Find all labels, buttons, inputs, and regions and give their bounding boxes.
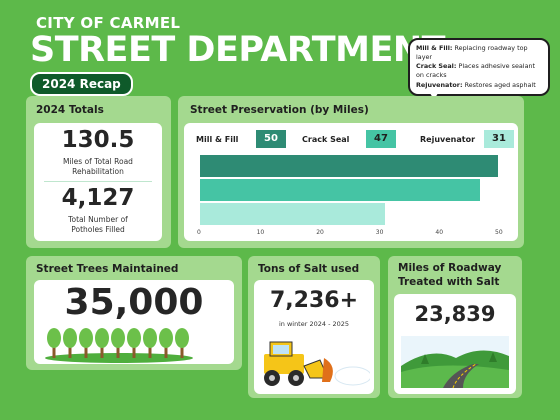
- road-landscape-illustration: [401, 336, 509, 388]
- tree-trunk: [180, 344, 184, 358]
- preservation-title: Street Preservation (by Miles): [190, 104, 369, 116]
- tree-row-illustration: [45, 328, 193, 363]
- snowplow-illustration: [264, 341, 370, 386]
- tree-crown: [127, 328, 141, 348]
- preservation-panel: Street Preservation (by Miles) Mill & Fi…: [178, 96, 524, 248]
- tree-trunk: [164, 344, 168, 358]
- tree-trunk: [148, 344, 152, 358]
- bar-0: [200, 155, 498, 177]
- salt-sub: in winter 2024 - 2025: [278, 320, 350, 328]
- recap-badge: 2024 Recap: [30, 72, 133, 96]
- miles-value: 130.5: [61, 127, 135, 153]
- legend-value-2: 31: [484, 130, 514, 148]
- tree-crown: [63, 328, 77, 348]
- trees-panel: Street Trees Maintained 35,000: [26, 256, 242, 370]
- potholes-label-2: Potholes Filled: [71, 225, 125, 234]
- tree-crown: [175, 328, 189, 348]
- tree-crown: [111, 328, 125, 348]
- page-title: STREET DEPARTMENT: [30, 30, 446, 70]
- x-tick-1: 10: [256, 229, 265, 236]
- definitions-bubble: Mill & Fill: Replacing roadway top layer…: [408, 38, 550, 96]
- miles-label-2: Rehabilitation: [72, 167, 124, 176]
- x-tick-4: 40: [435, 229, 444, 236]
- totals-panel: 2024 Totals 130.5 Miles of Total Road Re…: [26, 96, 171, 248]
- trees-value: 35,000: [64, 282, 204, 323]
- salt-title: Tons of Salt used: [258, 263, 360, 275]
- salt-card: 7,236+ in winter 2024 - 2025: [254, 280, 374, 394]
- tree-trunk: [68, 344, 72, 358]
- bar-2: [200, 203, 385, 225]
- tree-crown: [143, 328, 157, 348]
- tree-trunk: [84, 344, 88, 358]
- legend-label-0: Mill & Fill: [196, 135, 239, 144]
- totals-divider: [44, 181, 152, 182]
- tree-crown: [47, 328, 61, 348]
- legend-value-1: 47: [366, 130, 396, 148]
- roadway-title-2: Treated with Salt: [398, 276, 500, 288]
- city-name: CITY OF CARMEL: [36, 14, 181, 32]
- roadway-value: 23,839: [414, 302, 496, 326]
- definition-rejuvenator: Rejuvenator: Restores aged asphalt: [416, 80, 536, 89]
- potholes-label-1: Total Number of: [68, 215, 128, 224]
- tree-trunk: [100, 344, 104, 358]
- tree-trunk: [116, 344, 120, 358]
- roadway-panel: Miles of Roadway Treated with Salt 23,83…: [388, 256, 522, 398]
- roadway-title-1: Miles of Roadway: [398, 262, 502, 274]
- definition-mill-fill: Mill & Fill: Replacing roadway top layer: [416, 44, 528, 61]
- x-tick-2: 20: [316, 229, 324, 236]
- tree-trunk: [132, 344, 136, 358]
- tree-trunk: [52, 344, 56, 358]
- legend-label-2: Rejuvenator: [420, 135, 476, 144]
- tree-crown: [79, 328, 93, 348]
- potholes-value: 4,127: [61, 185, 135, 211]
- trees-card: 35,000: [34, 280, 234, 364]
- tree-crown: [95, 328, 109, 348]
- salt-value: 7,236+: [269, 288, 359, 313]
- salt-panel: Tons of Salt used 7,236+ in winter 2024 …: [248, 256, 380, 398]
- tree-crown: [159, 328, 173, 348]
- legend-label-1: Crack Seal: [302, 135, 350, 144]
- legend-value-0: 50: [256, 130, 286, 148]
- totals-title: 2024 Totals: [36, 104, 104, 116]
- x-tick-0: 0: [197, 229, 201, 236]
- preservation-chart: Mill & Fill 50 Crack Seal 47 Rejuvenator 31 0 1…: [184, 123, 518, 241]
- totals-card: 130.5 Miles of Total Road Rehabilitation…: [34, 123, 162, 241]
- trees-title: Street Trees Maintained: [36, 263, 179, 275]
- x-tick-3: 30: [375, 229, 384, 236]
- roadway-card: 23,839: [394, 294, 516, 394]
- preservation-card: Mill & Fill 50 Crack Seal 47 Rejuvenator 31 0 1…: [184, 123, 518, 241]
- definition-crack-seal: Crack Seal: Places adhesive sealant on c…: [416, 62, 536, 79]
- x-tick-5: 50: [495, 229, 503, 236]
- miles-label-1: Miles of Total Road: [63, 157, 133, 166]
- bar-1: [200, 179, 481, 201]
